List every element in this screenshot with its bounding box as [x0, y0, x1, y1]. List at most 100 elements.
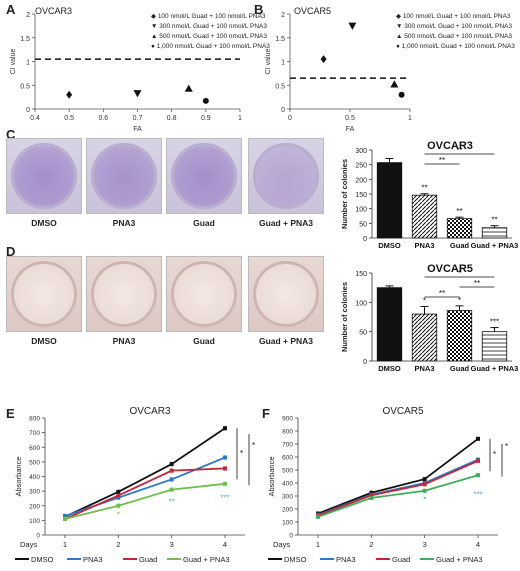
y-tick-label: 200 [355, 177, 367, 184]
significance-label: ** [456, 207, 462, 216]
y-tick-label: 100 [355, 300, 367, 307]
series-point [169, 462, 174, 467]
y-tick-label: 100 [282, 520, 293, 527]
x-tick-label: DMSO [378, 241, 401, 250]
legend-label: Guad [392, 555, 410, 564]
dish-well [171, 261, 237, 327]
x-tick-label: 3 [170, 540, 174, 549]
panel-b-chart: 0 0.5 1 1.5 2 0 0.5 1 FA CI value [265, 12, 412, 133]
x-tick-label: Guad + PNA3 [471, 241, 519, 250]
panel-a-legend: ◆ 100 nmol/L Guad + 100 nmol/L PNA3 ▼ 30… [151, 12, 270, 52]
culture-dish-image [86, 256, 162, 332]
chart-title: OVCAR3 [129, 406, 171, 417]
series-point [223, 426, 227, 431]
y-tick-label: 0.5 [275, 83, 285, 90]
bar [446, 310, 473, 362]
significance-label: * [117, 510, 120, 519]
dish-label: Guad + PNA3 [258, 218, 314, 228]
y-tick-label: 300 [29, 489, 40, 496]
y-tick-label: 400 [282, 481, 293, 488]
x-tick-label: 1 [238, 115, 242, 122]
y-tick-label: 900 [282, 416, 293, 423]
y-tick-label: 1.5 [20, 36, 30, 43]
data-point-triangle-up [184, 84, 193, 92]
series-point [369, 493, 374, 498]
legend-label: DMSO [31, 555, 54, 564]
x-tick-label: Guad [450, 241, 470, 250]
legend-label: 500 nmol/L Guad + 100 nmol/L PNA3 [404, 33, 512, 40]
x-tick-label: 0.9 [201, 115, 211, 122]
x-tick-label: 0.5 [64, 115, 74, 122]
x-tick-label: 1 [316, 540, 320, 549]
culture-dish-image [166, 256, 242, 332]
dish-label: PNA3 [112, 336, 136, 346]
y-tick-label: 0 [363, 359, 367, 366]
legend-item-triangle-down: ▼ 300 nmol/L Guad + 100 nmol/L PNA3 [396, 23, 512, 30]
data-point-circle [202, 97, 209, 104]
series-line [317, 438, 479, 515]
y-tick-label: 0 [289, 533, 293, 540]
x-tick-label: 0.4 [30, 115, 40, 122]
series-point [63, 513, 67, 518]
legend-item-triangle-down: ▼ 300 nmol/L Guad + 100 nmol/L PNA3 [151, 23, 267, 30]
legend-label: Guad [139, 555, 157, 564]
bracket-label: * [240, 449, 243, 458]
bracket-label: * [252, 441, 255, 450]
y-tick-label: 150 [355, 271, 367, 278]
series-point [422, 477, 427, 482]
chart-title: OVCAR5 [427, 263, 473, 275]
legend-item-diamond: ◆ 100 nmol/L Guad + 100 nmol/L PNA3 [151, 13, 266, 20]
series-point [116, 489, 121, 494]
culture-dish-image [6, 138, 82, 214]
y-tick-label: 0 [281, 107, 285, 114]
y-tick-label: 600 [29, 445, 40, 452]
legend-item-circle: ● 1,000 nmol/L Guad + 100 nmol/L PNA3 [396, 43, 515, 50]
culture-dish-image [166, 138, 242, 214]
y-axis-label: Absorbance [14, 456, 23, 496]
significance-label: * [423, 296, 426, 305]
legend-label: 100 nmol/L Guad + 100 nmol/L PNA3 [402, 13, 511, 20]
y-tick-label: 700 [29, 430, 40, 437]
panel-c-letter: C [6, 127, 16, 142]
x-tick-label: 3 [423, 540, 427, 549]
legend-item-diamond: ◆ 100 nmol/L Guad + 100 nmol/L PNA3 [396, 13, 511, 20]
x-tick-label: 2 [369, 540, 373, 549]
significance-label: *** [490, 318, 499, 327]
bracket-label: * [458, 269, 461, 278]
panel-b-legend: ◆ 100 nmol/L Guad + 100 nmol/L PNA3 ▼ 30… [396, 12, 515, 52]
legend-label: PNA3 [336, 555, 356, 564]
y-tick-label: 100 [355, 207, 367, 214]
bar [446, 218, 473, 239]
culture-dish-image [248, 138, 324, 214]
series-point [476, 436, 480, 441]
bar [411, 313, 438, 362]
legend-label: 300 nmol/L Guad + 100 nmol/L PNA3 [159, 23, 267, 30]
series-point [63, 516, 67, 521]
series-line [317, 474, 479, 518]
y-tick-label: 600 [282, 455, 293, 462]
x-tick-label: 0.5 [345, 115, 355, 122]
dish-well [11, 261, 77, 327]
dish-label: Guad [193, 336, 215, 346]
x-tick-label: 2 [116, 540, 120, 549]
series-point [422, 488, 427, 493]
y-tick-label: 0 [26, 107, 30, 114]
series-point [422, 482, 427, 487]
panel-a-title: OVCAR3 [35, 6, 73, 16]
bracket-label: ** [439, 289, 445, 298]
series-point [476, 473, 480, 478]
series-line [64, 467, 226, 520]
y-tick-label: 250 [355, 163, 367, 170]
legend-label: PNA3 [83, 555, 103, 564]
chart-title: OVCAR5 [382, 406, 424, 417]
x-tick-label: 0.8 [167, 115, 177, 122]
y-tick-label: 800 [29, 416, 40, 423]
significance-label: ** [169, 497, 175, 506]
dish-well [253, 143, 319, 209]
y-tick-label: 2 [26, 12, 30, 19]
culture-dish-image [86, 138, 162, 214]
y-axis-label: CI value [265, 49, 272, 75]
culture-dish-image [6, 256, 82, 332]
y-axis-label: CI value [10, 49, 17, 75]
x-axis-label: FA [133, 126, 142, 133]
